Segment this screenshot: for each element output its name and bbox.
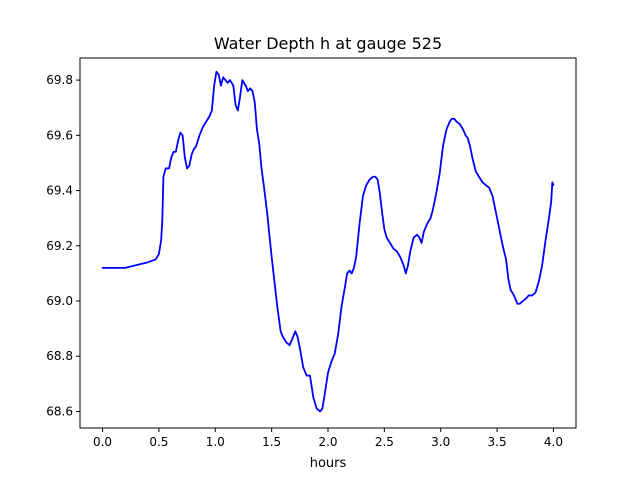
x-tick-label: 2.0 <box>318 435 337 449</box>
y-axis: 68.6 68.8 69.0 69.2 69.4 69.6 69.8 <box>46 73 80 418</box>
x-tick-label: 0.5 <box>149 435 168 449</box>
series-line <box>101 70 555 413</box>
x-tick-label: 1.0 <box>206 435 225 449</box>
x-tick-label: 1.5 <box>262 435 281 449</box>
y-tick-label: 69.6 <box>46 128 73 142</box>
x-tick-label: 3.5 <box>488 435 507 449</box>
y-tick-label: 69.4 <box>46 184 73 198</box>
y-tick-label: 69.2 <box>46 239 73 253</box>
x-axis-label: hours <box>310 456 347 471</box>
y-tick-label: 68.8 <box>46 349 73 363</box>
y-tick-label: 69.0 <box>46 294 73 308</box>
y-tick-label: 68.6 <box>46 404 73 418</box>
x-tick-label: 3.0 <box>431 435 450 449</box>
x-axis: 0.0 0.5 1.0 1.5 2.0 2.5 3.0 3.5 4.0 <box>93 428 563 449</box>
x-tick-label: 4.0 <box>544 435 563 449</box>
y-tick-label: 69.8 <box>46 73 73 87</box>
chart-title: Water Depth h at gauge 525 <box>214 34 442 53</box>
x-tick-label: 0.0 <box>93 435 112 449</box>
x-tick-label: 2.5 <box>375 435 394 449</box>
